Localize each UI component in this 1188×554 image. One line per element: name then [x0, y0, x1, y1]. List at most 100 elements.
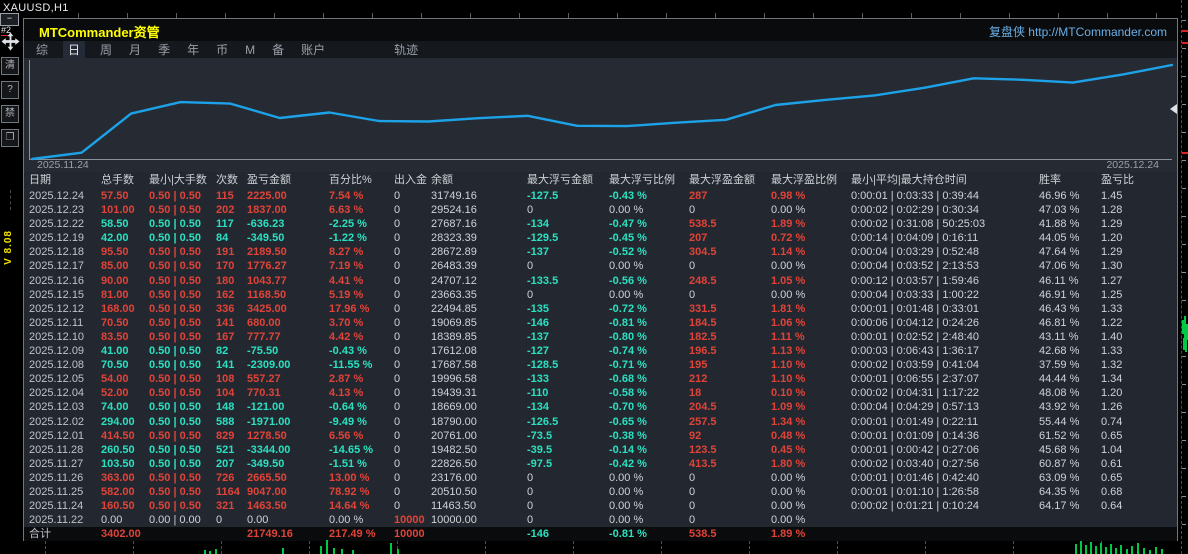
tab-currency[interactable]: 币: [216, 43, 229, 57]
cell-profit: 1278.50: [247, 429, 287, 442]
table-row: 2025.11.25 582.00 0.50 | 0.50 1164 9047.00 78…: [24, 485, 1177, 499]
cell-percent: 4.42 %: [329, 330, 364, 343]
cell-count: 726: [216, 471, 235, 484]
help-button[interactable]: ?: [1, 81, 19, 99]
cell-total-lots: 101.00: [101, 204, 135, 217]
cell-count: 191: [216, 246, 235, 259]
scale-tick: [1182, 244, 1186, 245]
tab-note[interactable]: 备: [272, 43, 285, 57]
cell-max-float-loss: -128.5: [527, 359, 559, 372]
candle-fragment: [1186, 324, 1188, 340]
panel-title: MTCommander资管: [39, 25, 160, 40]
cell-max-float-loss-pct: -0.14 %: [609, 443, 647, 456]
restore-window-button[interactable]: ❐: [1, 129, 19, 147]
volume-bar: [1100, 543, 1102, 554]
panel-edge-marker[interactable]: [1170, 104, 1177, 114]
cell-max-float-loss: -129.5: [527, 232, 559, 245]
cell-date: 2025.12.22: [29, 218, 85, 231]
cell-max-float-loss-pct: 0.00 %: [609, 288, 644, 301]
cell-hold-time: 0:00:04 | 0:04:29 | 0:57:13: [851, 401, 980, 414]
cell-deposit-withdraw: 0: [394, 204, 401, 217]
cell-deposit-withdraw: 0: [394, 302, 401, 315]
cell-percent: 14.64 %: [329, 500, 370, 513]
tab-monthly[interactable]: 月: [129, 43, 142, 57]
tab-yearly[interactable]: 年: [187, 43, 200, 57]
cell-profit-loss-ratio: 0.74: [1101, 415, 1123, 428]
cell-hold-time: 0:00:14 | 0:04:09 | 0:16:11: [851, 232, 979, 245]
cell-hold-time: 0:00:02 | 0:03:59 | 0:41:04: [851, 359, 980, 372]
cell-hold-time: 0:00:01 | 0:01:49 | 0:22:11: [851, 415, 979, 428]
cell-balance: 18790.00: [431, 415, 477, 428]
cell-total-lots: 58.50: [101, 218, 129, 231]
tab-m[interactable]: M: [245, 42, 256, 57]
scale-tick: [1182, 468, 1186, 469]
cell-max-float-profit: 538.5: [689, 218, 717, 231]
cell-profit-loss-ratio: 0.65: [1101, 471, 1123, 484]
tab-quarterly[interactable]: 季: [158, 43, 171, 57]
scale-tick: [1182, 524, 1186, 525]
table-row: 2025.12.09 41.00 0.50 | 0.50 82 -75.50 -0.43 …: [24, 344, 1177, 358]
table-row: 2025.12.04 52.00 0.50 | 0.50 104 770.31 4.13 …: [24, 386, 1177, 400]
cell-profit-loss-ratio: 0.61: [1101, 457, 1123, 470]
cell-deposit-withdraw: 0: [394, 218, 401, 231]
cell-date: 2025.12.15: [29, 288, 85, 301]
cell-max-float-profit-pct: 1.10 %: [771, 373, 806, 386]
cell-win-rate: 46.43 %: [1039, 302, 1080, 315]
tab-account[interactable]: 账户: [301, 43, 326, 57]
cell-total-lots: 168.00: [101, 302, 135, 315]
cell-min-max-lots: 0.50 | 0.50: [149, 471, 202, 484]
cell-min-max-lots: 0.00 | 0.00: [149, 514, 201, 527]
cell-hold-time: 0:00:02 | 0:31:08 | 50:25:03: [851, 218, 986, 231]
table-row: 2025.12.02 294.00 0.50 | 0.50 588 -1971.00 -9…: [24, 415, 1177, 429]
cell-percent: 3.70 %: [329, 316, 364, 329]
cell-profit-loss-ratio: 0.65: [1101, 429, 1123, 442]
cell-max-float-profit-pct: 1.11 %: [771, 330, 805, 343]
cell-count: 115: [216, 190, 234, 202]
cell-min-max-lots: 0.50 | 0.50: [149, 359, 202, 372]
cell-percent: 78.92 %: [329, 485, 370, 498]
ea-version-label: V 8.08: [3, 230, 14, 265]
brand-link[interactable]: 复盘侠 http://MTCommander.com: [988, 25, 1167, 39]
cell-date: 2025.12.17: [29, 260, 85, 273]
panel-titlebar: MTCommander资管 复盘侠 http://MTCommander.com: [24, 19, 1177, 41]
cell-max-float-profit-pct: 0.10 %: [771, 387, 806, 400]
move-cross-icon[interactable]: [1, 32, 20, 56]
tab-track[interactable]: 轨迹: [394, 43, 419, 57]
cell-profit: 1837.00: [247, 204, 287, 217]
volume-bar: [1161, 549, 1163, 554]
table-row: 2025.12.23 101.00 0.50 | 0.50 202 1837.00 6.6…: [24, 203, 1177, 217]
table-row: 2025.12.11 70.50 0.50 | 0.50 141 680.00 3.70 …: [24, 316, 1177, 330]
cell-hold-time: 0:00:01 | 0:01:46 | 0:42:40: [851, 471, 980, 484]
cell-max-float-profit-pct: 0.00 %: [771, 204, 806, 217]
cell-count: 167: [216, 330, 235, 343]
clear-button[interactable]: 清: [1, 57, 19, 75]
grid-dash: [1013, 541, 1014, 554]
cell-profit-loss-ratio: 1.20: [1101, 387, 1123, 400]
cell-max-float-profit-pct: 1.10 %: [771, 359, 806, 372]
cell-count: 336: [216, 302, 235, 315]
minimize-button[interactable]: −: [0, 13, 19, 26]
tab-weekly[interactable]: 周: [100, 43, 113, 57]
cell-win-rate: 47.64 %: [1039, 246, 1080, 259]
cell-balance: 10000.00: [431, 514, 477, 527]
cell-max-float-loss: -146: [527, 528, 550, 541]
volume-bar: [1131, 546, 1133, 554]
table-row: 2025.11.22 0.00 0.00 | 0.00 0 0.00 0.00 % 1000…: [24, 513, 1177, 527]
tab-overview[interactable]: 综: [36, 43, 49, 57]
cell-deposit-withdraw: 0: [394, 387, 401, 400]
cell-percent: -14.65 %: [329, 443, 374, 456]
cell-max-float-loss-pct: 0.00 %: [609, 500, 644, 513]
cell-max-float-loss: -127.5: [527, 190, 559, 202]
cell-percent: 7.19 %: [329, 260, 364, 273]
cell-hold-time: [851, 527, 1039, 542]
cell-profit: -349.50: [247, 457, 285, 470]
cell-hold-time: 0:00:06 | 0:04:12 | 0:24:26: [851, 316, 980, 329]
tab-daily[interactable]: 日: [63, 41, 86, 58]
scale-tick: [1182, 132, 1186, 133]
cell-max-float-profit: 182.5: [689, 330, 717, 343]
cell-min-max-lots: 0.50 | 0.50: [149, 485, 202, 498]
cell-win-rate: 46.91 %: [1039, 288, 1080, 301]
disable-button[interactable]: 禁: [1, 105, 19, 123]
cell-profit-loss-ratio: 1.29: [1101, 218, 1123, 231]
cell-max-float-loss: 0: [527, 514, 534, 527]
